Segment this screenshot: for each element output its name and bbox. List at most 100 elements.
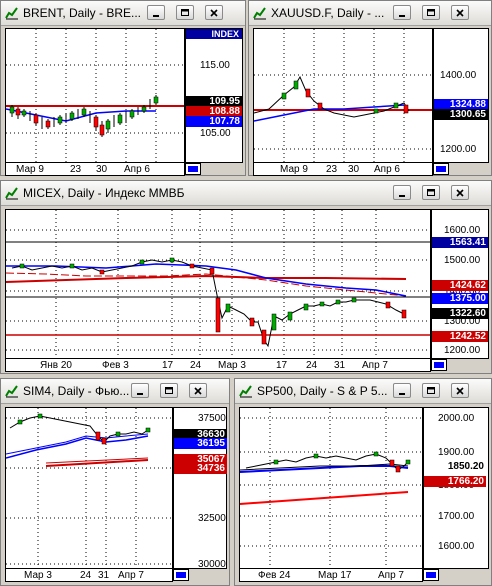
price-tick: 1500.00 [444,255,481,266]
date-tick: 31 [334,360,346,371]
date-tick: Фев 24 [258,570,291,581]
price-label: 35067 [174,454,227,465]
micex-price-scale[interactable]: 1600.00 1500.00 1400.00 1300.00 1200.00 … [431,209,489,359]
price-label: 36630 [174,429,227,440]
chart-icon [5,187,18,200]
brent-index-label: INDEX [186,29,242,39]
maximize-button[interactable] [422,383,440,398]
date-tick: Мар 3 [218,360,246,371]
brent-title: BRENT, Daily - BRE... [23,6,142,20]
date-tick: Апр 7 [362,360,388,371]
micex-graph [6,210,430,358]
sp500-graph [240,408,422,568]
xauusd-titlebar[interactable]: XAUUSD.F, Daily - ... [249,1,491,26]
sim4-chart-window[interactable]: SIM4, Daily - Фью... 37500 35000 32500 3… [0,378,230,586]
scale-toggle-icon[interactable] [173,569,189,581]
price-tick: 1600.00 [444,225,481,236]
chart-icon [5,385,18,398]
price-label: 34736 [174,463,227,474]
date-tick: 24 [190,360,202,371]
price-label: 1850.20 [424,461,486,472]
maximize-icon [427,387,435,394]
sim4-titlebar[interactable]: SIM4, Daily - Фью... [1,379,229,404]
price-label: 1322.60 [432,308,488,319]
sp500-plot[interactable] [239,407,423,569]
scale-toggle-icon[interactable] [185,163,201,175]
date-tick: 30 [348,164,360,175]
close-button[interactable] [205,5,223,20]
brent-plot[interactable] [5,28,185,163]
close-button[interactable] [451,383,469,398]
close-icon [456,387,464,395]
micex-plot[interactable] [5,209,431,359]
sp500-chart-window[interactable]: SP500, Daily - S & P 5... 2000.00 1900.0… [234,378,492,586]
maximize-button[interactable] [176,5,194,20]
xauusd-date-axis: Мар 9 23 30 Апр 6 [253,162,433,176]
minimize-icon [399,393,405,395]
date-tick: Апр 7 [378,570,404,581]
date-tick: 17 [162,360,174,371]
date-tick: Мар 17 [318,570,352,581]
date-tick: Мар 9 [16,164,44,175]
brent-titlebar[interactable]: BRENT, Daily - BRE... [1,1,245,26]
date-tick: Апр 7 [118,570,144,581]
maximize-button[interactable] [422,185,440,200]
price-label: 109.95 [186,96,242,107]
xauusd-graph [254,29,432,162]
date-tick: 23 [326,164,338,175]
close-icon [456,189,464,197]
minimize-button[interactable] [393,185,411,200]
maximize-icon [427,189,435,196]
sp500-titlebar[interactable]: SP500, Daily - S & P 5... [235,379,491,404]
brent-date-axis: Мар 9 23 30 Апр 6 [5,162,185,176]
close-button[interactable] [189,383,207,398]
price-label: 1766.20 [424,476,486,487]
price-label: 36195 [174,438,227,449]
scale-toggle-icon[interactable] [433,163,449,175]
xauusd-chart-window[interactable]: XAUUSD.F, Daily - ... 1400.00 1200.00 13… [248,0,492,176]
micex-titlebar[interactable]: MICEX, Daily - Индекс ММВБ [1,181,491,206]
sim4-plot[interactable] [5,407,173,569]
minimize-icon [399,15,405,17]
close-icon [210,9,218,17]
scale-toggle-icon[interactable] [431,359,447,371]
micex-chart-window[interactable]: MICEX, Daily - Индекс ММВБ 1600. [0,180,492,374]
date-tick: Фев 3 [102,360,129,371]
minimize-button[interactable] [393,383,411,398]
minimize-button[interactable] [131,383,149,398]
chart-icon [239,385,252,398]
sp500-price-scale[interactable]: 2000.00 1900.00 1800.00 1700.00 1600.00 … [423,407,489,569]
brent-chart-window[interactable]: BRENT, Daily - BRE... INDEX 115.00 1 [0,0,246,176]
micex-title: MICEX, Daily - Индекс ММВБ [23,186,185,200]
date-tick: Мар 3 [24,570,52,581]
maximize-button[interactable] [160,383,178,398]
brent-price-scale[interactable]: INDEX 115.00 105.00 109.95 108.88 107.78 [185,28,243,163]
maximize-button[interactable] [422,5,440,20]
micex-date-axis: Янв 20 Фев 3 17 24 Мар 3 17 24 31 Апр 7 [5,358,431,372]
brent-graph [6,29,184,162]
close-button[interactable] [451,5,469,20]
maximize-icon [181,9,189,16]
price-tick: 1600.00 [438,541,475,552]
close-button[interactable] [451,185,469,200]
price-tick: 105.00 [200,128,231,139]
minimize-button[interactable] [393,5,411,20]
close-icon [456,9,464,17]
price-tick: 32500 [198,513,226,524]
scale-toggle-icon[interactable] [423,569,439,581]
minimize-icon [153,15,159,17]
price-tick: 30000 [198,559,226,570]
xauusd-plot[interactable] [253,28,433,163]
sp500-title: SP500, Daily - S & P 5... [257,384,388,398]
minimize-button[interactable] [147,5,165,20]
xauusd-title: XAUUSD.F, Daily - ... [271,6,385,20]
price-tick: 37500 [198,413,226,424]
date-tick: 31 [98,570,110,581]
sim4-graph [6,408,172,568]
price-tick: 1400.00 [444,286,481,297]
price-tick: 1400.00 [440,70,477,81]
xauusd-price-scale[interactable]: 1400.00 1200.00 1324.88 1300.65 [433,28,489,163]
sp500-date-axis: Фев 24 Мар 17 Апр 7 [239,568,423,582]
price-label: 1424.62 [432,280,488,291]
sim4-price-scale[interactable]: 37500 35000 32500 30000 36630 36195 3506… [173,407,227,570]
